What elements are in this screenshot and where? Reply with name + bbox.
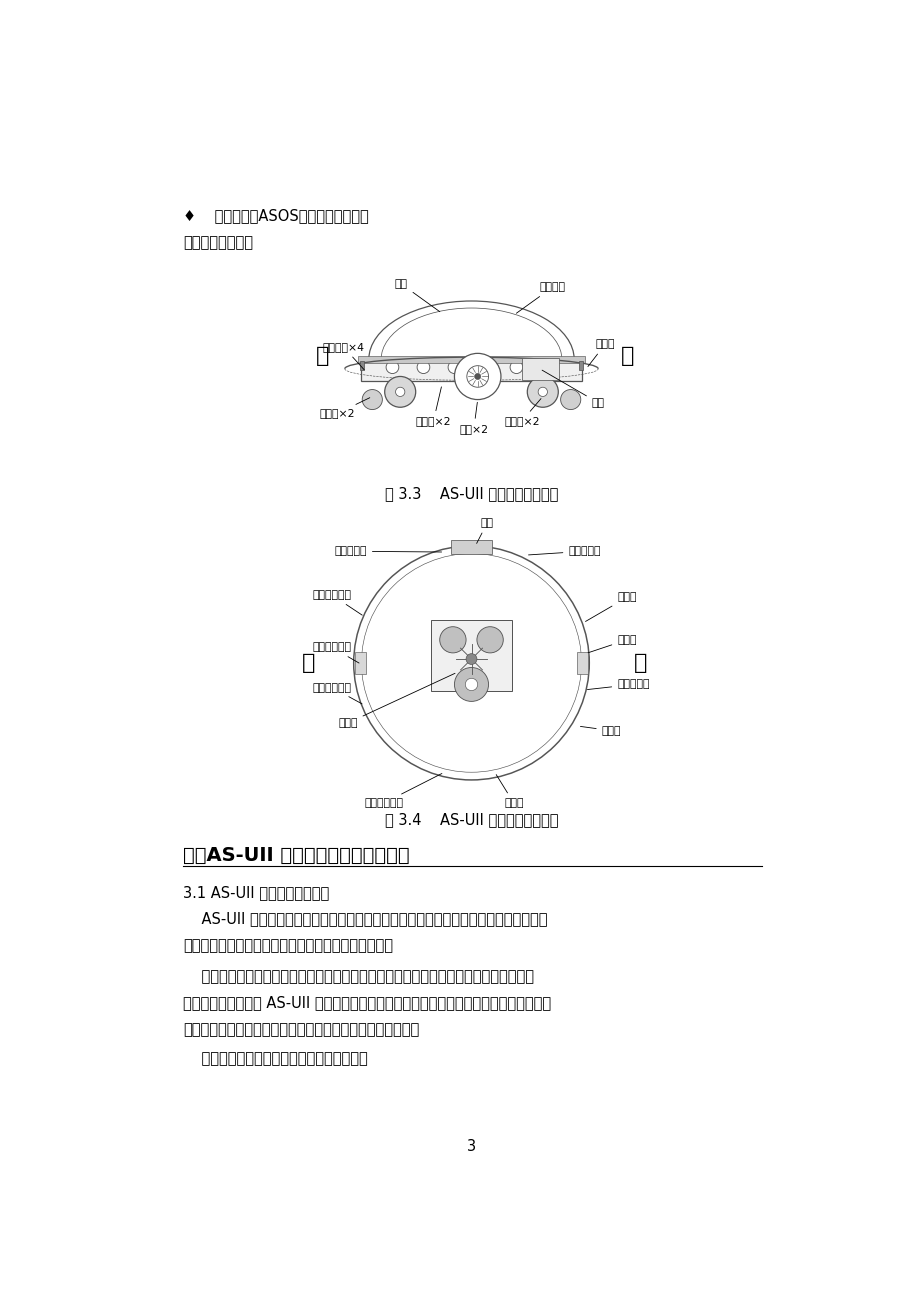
Bar	[576, 652, 587, 673]
Text: 以电为原动力产生机械旋转动力的装置叫做电动机。电动机如果是依靠直流电源工作，: 以电为原动力产生机械旋转动力的装置叫做电动机。电动机如果是依靠直流电源工作，	[183, 970, 534, 984]
Text: 碍撞开关×4: 碍撞开关×4	[323, 342, 364, 370]
Bar	[359, 361, 364, 370]
Bar	[355, 652, 366, 673]
Text: 充电器插槽: 充电器插槽	[586, 680, 649, 690]
FancyBboxPatch shape	[357, 357, 584, 362]
Circle shape	[439, 626, 466, 652]
Circle shape	[540, 361, 553, 374]
Circle shape	[527, 376, 558, 408]
Text: 碍撞环: 碍撞环	[587, 339, 614, 367]
Text: 麦克风: 麦克风	[495, 775, 523, 809]
Text: 3: 3	[467, 1139, 475, 1154]
Circle shape	[386, 361, 398, 374]
Text: 左红外发射管: 左红外发射管	[312, 682, 362, 704]
Text: 齿轮算的输出轴控制轮子转动，从而驱动整个机器人的运动。: 齿轮算的输出轴控制轮子转动，从而驱动整个机器人的运动。	[183, 1022, 419, 1038]
Text: 复位键: 复位键	[587, 635, 636, 652]
Text: 直流电机的电压大小影响它的转速和扭矩。: 直流电机的电压大小影响它的转速和扭矩。	[183, 1051, 368, 1066]
Text: 左光敏传感器: 左光敏传感器	[364, 773, 441, 809]
Circle shape	[362, 389, 382, 410]
Text: 图 3.3    AS-UII 智能机器人侧视图: 图 3.3 AS-UII 智能机器人侧视图	[384, 486, 558, 501]
Circle shape	[384, 376, 415, 408]
Text: 运动需要的是动能，而将电能转化为动能的是电动机。: 运动需要的是动能，而将电能转化为动能的是电动机。	[183, 937, 392, 953]
Bar	[521, 358, 559, 380]
Bar	[578, 361, 583, 370]
Text: AS-UII 智能机器人的动力来源于位于机器人底盘内的电池，电池提供电能，而机器人: AS-UII 智能机器人的动力来源于位于机器人底盘内的电池，电池提供电能，而机器…	[183, 911, 547, 926]
Text: 前: 前	[301, 652, 315, 673]
Bar	[430, 620, 512, 690]
Circle shape	[448, 361, 460, 374]
Text: 右光敏传器: 右光敏传器	[334, 547, 441, 556]
Circle shape	[509, 361, 522, 374]
Text: 控制板: 控制板	[338, 673, 455, 728]
Text: 后: 后	[633, 652, 646, 673]
Text: 电池: 电池	[541, 370, 604, 408]
Circle shape	[474, 374, 481, 380]
Circle shape	[416, 361, 429, 374]
Text: 主开关: 主开关	[580, 725, 620, 736]
Text: 码盘×2: 码盘×2	[459, 402, 488, 434]
Text: 透明顶盖: 透明顶盖	[516, 283, 565, 314]
Text: 图 3.4    AS-UII 智能机器人俧视图: 图 3.4 AS-UII 智能机器人俧视图	[384, 812, 558, 827]
Text: 液晶显示器: 液晶显示器	[528, 547, 600, 556]
Text: 通信口: 通信口	[584, 592, 636, 621]
Text: 齿轮头×2: 齿轮头×2	[415, 387, 450, 426]
Text: 三、AS-UII 智能机器人的动力与驱动: 三、AS-UII 智能机器人的动力与驱动	[183, 846, 409, 865]
Bar	[451, 540, 491, 553]
Text: 即称为直流电机。在 AS-UII 智能机器人中，直流电机将轴的旋转运动输入到齿轮算，然后: 即称为直流电机。在 AS-UII 智能机器人中，直流电机将轴的旋转运动输入到齿轮…	[183, 996, 550, 1010]
Text: 3.1 AS-UII 智能机器人的动力: 3.1 AS-UII 智能机器人的动力	[183, 884, 329, 900]
Text: 导向轮×2: 导向轮×2	[319, 397, 369, 418]
Text: 外壳: 外壳	[394, 279, 439, 311]
Text: 主动轮×2: 主动轮×2	[504, 398, 540, 426]
Circle shape	[560, 389, 580, 410]
Circle shape	[465, 678, 477, 690]
Circle shape	[466, 366, 488, 387]
Circle shape	[476, 626, 503, 652]
Circle shape	[538, 387, 547, 397]
Circle shape	[454, 668, 488, 702]
Text: 后: 后	[620, 346, 634, 366]
Circle shape	[395, 387, 404, 397]
Circle shape	[454, 353, 501, 400]
Bar	[360, 359, 582, 381]
Text: 喊叭: 喊叭	[476, 518, 494, 543]
Text: 前: 前	[315, 346, 329, 366]
Text: 右红外发射管: 右红外发射管	[312, 590, 362, 615]
Circle shape	[353, 546, 589, 780]
Text: 红外接收模块: 红外接收模块	[312, 642, 358, 663]
Text: ♦    操作系统：ASOS多任务操作系统。: ♦ 操作系统：ASOS多任务操作系统。	[183, 208, 369, 224]
Circle shape	[466, 654, 476, 664]
Text: 身体结溄图如下：: 身体结溄图如下：	[183, 234, 253, 250]
Circle shape	[479, 361, 492, 374]
